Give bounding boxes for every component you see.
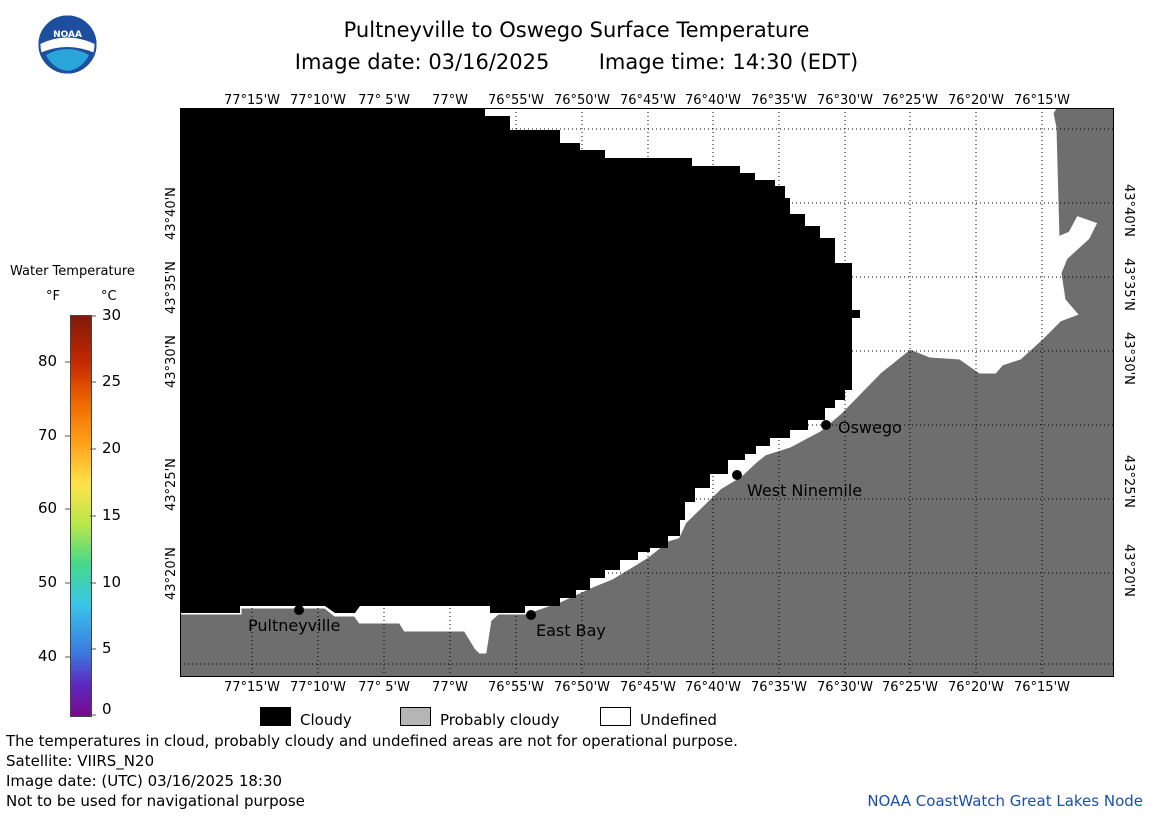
image-time: Image time: 14:30 (EDT) [598,50,859,74]
lon-label-bottom: 77°15'W [223,680,281,695]
lon-label-top: 77°15'W [223,93,281,108]
colorbar-c-tick: 15 [102,506,122,524]
lon-label-bottom: 77°W [432,680,468,695]
colorbar-c-tick: 20 [102,439,122,457]
colorbar-c-tick: 10 [102,573,122,591]
lon-label-bottom: 76°50'W [553,680,611,695]
west-ninemile-marker[interactable] [732,470,742,480]
lon-label-bottom: 76°20'W [947,680,1005,695]
lon-label-top: 76°15'W [1013,93,1071,108]
colorbar-f-tick: 70 [38,426,58,444]
map-title: Pultneyville to Oswego Surface Temperatu… [343,18,810,42]
lon-label-top: 76°40'W [684,93,742,108]
lat-label-left: 43°35'N [164,261,179,314]
lat-label-left: 43°20'N [164,547,179,600]
colorbar-c-tick: 5 [102,639,112,657]
lon-label-bottom: 76°25'W [881,680,939,695]
lon-label-top: 77°W [432,93,468,108]
lat-label-right: 43°40'N [1121,184,1136,237]
lon-label-bottom: 76°40'W [684,680,742,695]
lat-label-left: 43°40'N [164,187,179,240]
legend-swatch-cloudy [260,707,291,726]
lat-label-left: 43°30'N [164,335,179,388]
lon-label-top: 76°50'W [553,93,611,108]
colorbar-f-tick: 40 [38,647,58,665]
place-label-west-ninemile: West Ninemile [747,481,863,500]
lat-label-right: 43°30'N [1121,332,1136,385]
footer-note: The temperatures in cloud, probably clou… [6,732,738,750]
oswego-marker[interactable] [821,420,831,430]
place-label-pultneyville: Pultneyville [248,616,341,635]
lon-label-top: 76°25'W [881,93,939,108]
lon-label-bottom: 76°30'W [816,680,874,695]
place-label-east-bay: East Bay [536,621,606,640]
colorbar-title: Water Temperature [10,264,135,279]
lon-label-bottom: 76°45'W [619,680,677,695]
lat-label-left: 43°25'N [164,458,179,511]
noaa-logo-icon: NOAA [36,13,99,76]
colorbar-c-tick: 25 [102,372,122,390]
map-subtitle: Image date: 03/16/2025 Image time: 14:30… [0,50,1153,74]
lon-label-bottom: 76°35'W [750,680,808,695]
colorbar-unit-c: °C [101,289,117,304]
footer-disclaimer: Not to be used for navigational purpose [6,792,305,810]
colorbar-c-tick: 0 [102,700,112,718]
colorbar-unit-f: °F [46,289,60,304]
lon-label-bottom: 76°55'W [487,680,545,695]
colorbar-c-tick: 30 [102,306,122,324]
lon-label-top: 76°30'W [816,93,874,108]
lat-label-right: 43°35'N [1121,258,1136,311]
land-area [180,108,1114,677]
lon-label-top: 76°35'W [750,93,808,108]
noaa-logo: NOAA [36,13,99,80]
lon-label-bottom: 77° 5'W [358,680,410,695]
footer-utc-date: Image date: (UTC) 03/16/2025 18:30 [6,772,283,790]
lon-label-top: 76°55'W [487,93,545,108]
lon-label-top: 77°10'W [289,93,347,108]
colorbar-f-tick: 50 [38,573,58,591]
pultneyville-marker[interactable] [294,605,304,615]
footer-satellite: Satellite: VIIRS_N20 [6,752,155,770]
lat-label-right: 43°20'N [1121,544,1136,597]
legend-swatch-probably-cloudy [400,707,431,726]
colorbar-f-tick: 60 [38,499,58,517]
place-label-oswego: Oswego [838,418,902,437]
lon-label-bottom: 77°10'W [289,680,347,695]
lat-label-right: 43°25'N [1121,455,1136,508]
colorbar-ticks [65,315,96,716]
footer-credit[interactable]: NOAA CoastWatch Great Lakes Node [867,792,1143,810]
lon-label-top: 76°20'W [947,93,1005,108]
map-canvas[interactable] [180,108,1114,677]
east-bay-marker[interactable] [526,610,536,620]
legend-label-undefined: Undefined [640,711,717,729]
legend-label-probably-cloudy: Probably cloudy [440,711,560,729]
legend-swatch-undefined [600,707,631,726]
colorbar-f-tick: 80 [38,352,58,370]
image-date: Image date: 03/16/2025 [294,50,550,74]
lon-label-bottom: 76°15'W [1013,680,1071,695]
graticule [180,108,1114,677]
lon-label-top: 76°45'W [619,93,677,108]
legend-label-cloudy: Cloudy [300,711,352,729]
cloud-area [180,108,860,613]
noaa-logo-text: NOAA [53,30,82,40]
map-frame [180,108,1114,677]
shoreline [180,108,1098,654]
lon-label-top: 77° 5'W [358,93,410,108]
